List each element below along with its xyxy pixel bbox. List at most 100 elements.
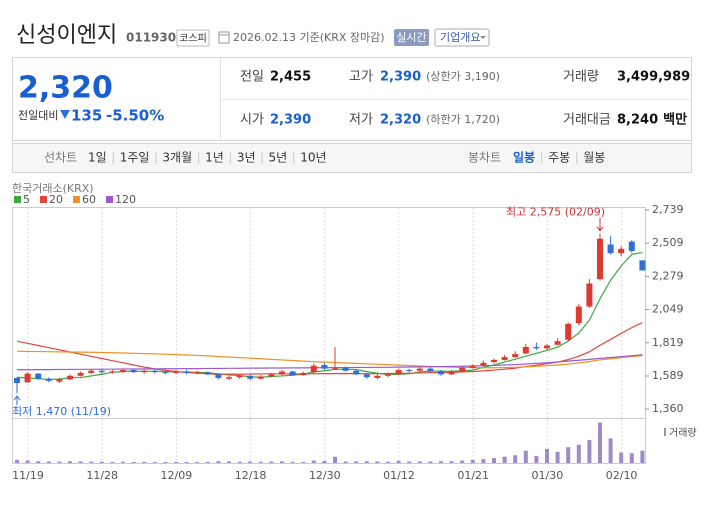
period-tab[interactable]: 1주일 [120,151,150,165]
candle-body [310,365,317,373]
volume-bar [566,447,571,463]
candle-body [491,359,497,363]
volume-bar [280,461,284,463]
change-pct: -5.50% [106,107,164,125]
stat-value: 3,499,989 [617,70,690,85]
candle-body [300,372,307,376]
candle-body [416,368,423,371]
company-button[interactable] [434,28,490,47]
volume-bar [481,459,486,463]
period-tab[interactable]: 1년 [205,151,224,165]
period-tab[interactable]: 1일 [88,151,107,165]
stat-label: 전일 [240,70,264,85]
legend-label: 20 [49,193,63,206]
candle-body [427,368,434,372]
x-tick-label: 12/09 [161,469,193,482]
candle-tab[interactable]: 일봉 [513,151,535,165]
volume-bar [502,456,507,463]
volume-bar [364,461,369,463]
y-tick-label: 2,049 [652,303,684,316]
volume-bar [152,462,157,463]
candle-body [279,371,285,375]
candle-body [597,238,603,280]
volume-bar [470,459,475,463]
candle-tab[interactable]: 주봉 [548,151,570,165]
candle-body [363,374,370,378]
period-tab[interactable]: 3개월 [162,151,192,165]
volume-bar [333,456,337,463]
period-tab[interactable]: 5년 [269,151,288,165]
company-label[interactable]: 기업개요 [440,31,480,44]
candle-body [56,379,63,382]
stock-code: 011930 [126,31,176,45]
candle-body [268,374,275,377]
current-price: 2,320 [18,71,113,106]
x-tick-label: 02/10 [606,469,638,482]
candle-body [215,374,222,378]
candle-body [469,365,476,368]
candle-body [628,241,635,251]
volume-bar [386,461,390,463]
y-tick-label: 1,589 [652,369,684,382]
candle-body [374,375,381,378]
candle-body [501,357,508,360]
legend-label: 120 [115,193,136,206]
plot: 1,360 1,589 1,819 2,049 2,279 2,509 2,739 11/19… [12,203,684,482]
volume-bar [15,459,19,463]
candle-body [24,373,31,383]
candle-body [406,370,413,372]
volume-bar [25,460,30,463]
candle-body [226,377,232,379]
candle-tab[interactable]: 월봉 [583,151,605,165]
x-tick-label: 01/21 [457,469,489,482]
x-tick-label: 11/19 [12,469,44,482]
candle-body [194,372,201,374]
volume-bar [428,461,433,463]
y-tick-label: 1,819 [652,336,684,349]
candle-body [141,370,148,373]
tab-title: 선차트 [44,151,77,165]
volume-bar [619,452,624,463]
realtime-label[interactable]: 실시간 [396,31,426,44]
legend-label: 거래량 [669,427,697,439]
stat-label: 시가 [240,113,264,128]
volume-bar [396,460,401,463]
period-tab[interactable]: 3년 [237,151,256,165]
volume-bar [311,460,316,463]
candle-body [385,374,391,376]
candle-body [459,367,466,372]
stat-label: 거래대금 [563,113,611,128]
volume-bar [248,461,253,463]
source: 한국거래소(KRX) [12,182,94,195]
stat-value: 2,455 [270,70,311,85]
candle-body [162,372,169,374]
tabs: 선차트 1일 1주일 3개월 1년 3년 5년 10년 봉차트 일봉 주봉 월봉 [44,151,605,165]
legend-swatch [73,196,80,203]
candle-body [395,370,402,375]
volume-bar [99,461,104,463]
period-tab[interactable]: 10년 [300,151,326,165]
change: 135 [71,107,102,125]
volume-bar [174,461,178,463]
volume-bar [110,461,115,463]
candle-body [204,372,211,375]
volume-bar [460,460,465,463]
volume-bar [523,450,528,463]
volume-bar [354,461,359,463]
volume-bar [68,461,72,463]
candle-body [14,377,20,384]
candle-body [120,370,126,372]
volume-bar [184,461,189,463]
volume-bar [492,458,496,463]
moving-average [17,354,643,371]
candle-body [353,370,360,375]
moving-average [16,322,643,375]
stock-name: 신성이엔지 [16,23,117,48]
moving-average [16,350,643,369]
y-tick-label: 2,509 [652,236,684,249]
realtime-button[interactable] [394,29,429,46]
candle-body [448,371,455,375]
candle-body [151,370,158,373]
y-tick-label: 2,279 [652,269,684,282]
